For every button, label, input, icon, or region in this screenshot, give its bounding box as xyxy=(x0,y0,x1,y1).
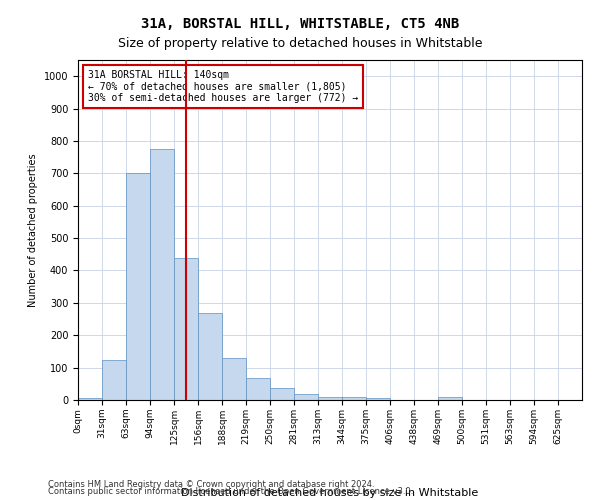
Text: 31A BORSTAL HILL: 140sqm
← 70% of detached houses are smaller (1,805)
30% of sem: 31A BORSTAL HILL: 140sqm ← 70% of detach… xyxy=(88,70,358,103)
Bar xyxy=(438,398,462,400)
X-axis label: Distribution of detached houses by size in Whitstable: Distribution of detached houses by size … xyxy=(181,488,479,498)
Bar xyxy=(126,174,150,400)
Bar xyxy=(342,397,366,400)
Bar xyxy=(294,394,318,400)
Y-axis label: Number of detached properties: Number of detached properties xyxy=(28,153,38,307)
Text: Contains HM Land Registry data © Crown copyright and database right 2024.: Contains HM Land Registry data © Crown c… xyxy=(48,480,374,489)
Bar xyxy=(366,398,390,400)
Bar xyxy=(102,360,126,400)
Bar xyxy=(318,397,342,400)
Bar xyxy=(174,258,198,400)
Text: Contains public sector information licensed under the Open Government Licence v3: Contains public sector information licen… xyxy=(48,487,413,496)
Bar xyxy=(222,358,246,400)
Bar xyxy=(198,312,222,400)
Bar xyxy=(150,149,174,400)
Text: 31A, BORSTAL HILL, WHITSTABLE, CT5 4NB: 31A, BORSTAL HILL, WHITSTABLE, CT5 4NB xyxy=(141,18,459,32)
Bar xyxy=(78,398,102,400)
Bar xyxy=(246,378,270,400)
Text: Size of property relative to detached houses in Whitstable: Size of property relative to detached ho… xyxy=(118,38,482,51)
Bar xyxy=(270,388,294,400)
